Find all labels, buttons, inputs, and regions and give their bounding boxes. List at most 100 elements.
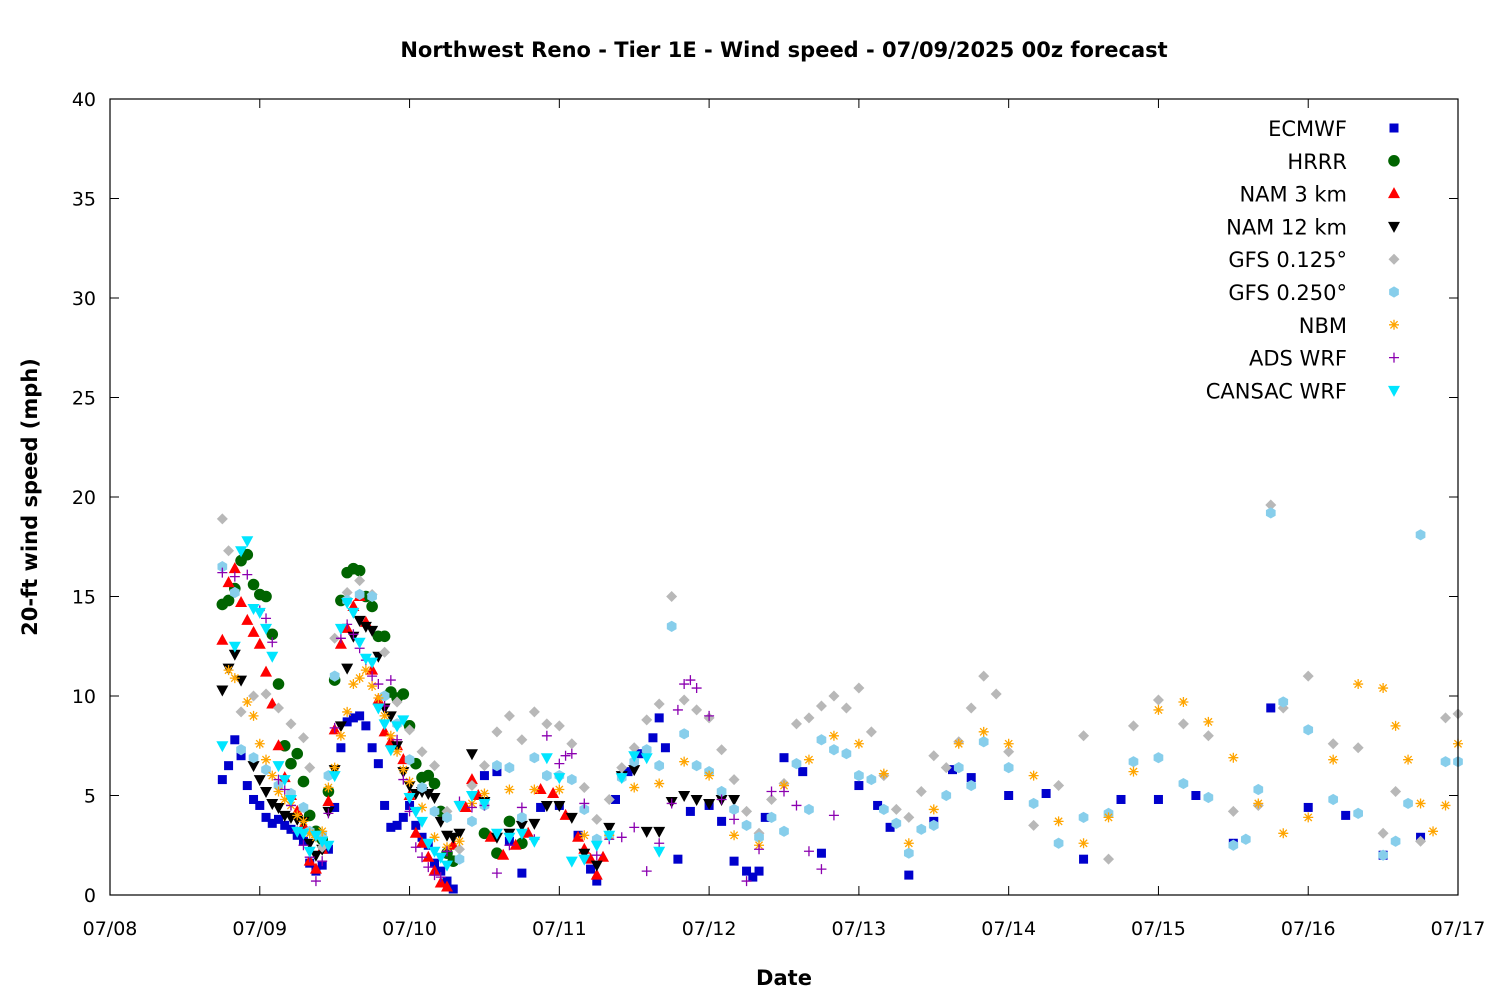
data-point [616,762,628,774]
data-point [478,827,491,840]
data-point [1003,738,1014,749]
data-point [1103,853,1115,865]
data-point [416,816,429,828]
data-point [866,773,877,786]
data-point [628,751,641,763]
series-4 [216,499,1463,865]
data-point [553,720,565,732]
data-point [422,838,435,850]
data-point [341,663,354,675]
data-point [1240,833,1251,845]
data-point [278,775,291,787]
legend-label: GFS 0.125° [1228,248,1347,272]
x-tick-label: 07/12 [682,918,737,940]
data-point [323,782,334,793]
data-point [398,764,409,775]
data-point [1127,720,1139,732]
data-point [235,595,248,607]
data-point [1079,854,1089,864]
data-point [322,840,335,852]
data-point [628,742,640,754]
data-point [904,870,914,880]
data-point [566,748,577,759]
data-point [304,762,316,774]
data-point [654,760,665,772]
data-point [528,836,541,848]
data-point [1078,811,1089,823]
data-point [454,853,465,865]
data-point [592,876,602,886]
data-point [386,822,396,832]
data-point [380,800,390,810]
data-point [509,838,522,850]
data-point [1415,798,1426,809]
data-point [453,828,466,840]
data-point [1003,746,1015,758]
data-point [928,804,939,815]
data-point [1228,752,1239,763]
data-point [629,782,640,793]
data-point [479,771,489,781]
data-point [429,832,440,843]
data-point [1177,718,1189,730]
data-point [965,702,977,714]
data-point [1415,529,1426,541]
data-point [366,663,379,675]
data-point [803,754,814,765]
data-point [392,734,403,745]
y-tick-label: 10 [72,686,96,708]
data-point [323,808,334,819]
data-point [540,800,553,812]
data-point [798,767,808,777]
data-point [816,848,826,858]
data-point [672,704,683,715]
data-point [790,718,802,730]
data-point [1128,756,1139,768]
data-point [648,733,658,743]
data-point [854,770,864,782]
data-point [391,696,403,708]
data-point [253,607,266,619]
data-point [354,673,365,684]
data-point [279,784,290,795]
data-point [990,688,1002,700]
y-tick-label: 30 [72,288,96,310]
data-point [273,702,284,714]
data-point [1440,756,1451,768]
data-point [217,561,228,573]
data-point [303,838,316,850]
data-point [422,850,435,862]
x-tick-label: 07/17 [1431,918,1486,940]
data-point [878,768,889,779]
data-point [528,706,540,718]
data-point [354,575,366,587]
data-point [428,846,441,858]
data-point [565,812,578,824]
data-point [615,773,628,785]
legend-marker [1388,221,1400,233]
data-point [1253,798,1264,809]
legend-label: ADS WRF [1249,347,1347,371]
data-point [1078,730,1090,742]
data-points [216,499,1463,894]
data-point [1302,670,1314,682]
data-point [885,822,895,832]
data-point [716,785,727,798]
data-point [978,726,989,737]
data-point [430,858,440,868]
axis-ticks: 0 5 10 15 20 25 30 35 40 07/08 07/09 07/10 07/11 07/1… [72,89,1486,940]
data-point [242,781,252,791]
data-point [640,826,653,838]
data-point [417,781,427,794]
y-tick-label: 15 [72,587,96,609]
data-point [828,810,839,821]
data-point [1178,696,1189,707]
data-point [392,746,403,757]
legend-label: NAM 12 km [1226,215,1347,239]
data-point [422,769,435,782]
data-point [590,860,603,872]
data-point [341,597,354,609]
data-point [685,675,696,686]
x-tick-label: 07/11 [532,918,587,940]
data-point [398,774,409,785]
